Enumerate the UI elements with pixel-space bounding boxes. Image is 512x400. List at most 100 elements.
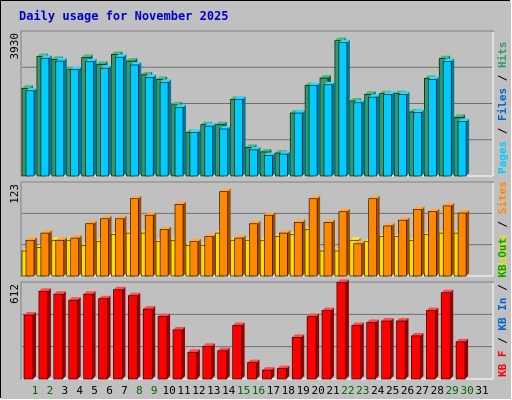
bar-sites-day-9 (144, 212, 157, 277)
bar-side (78, 235, 82, 276)
day-label-29: 29 (446, 384, 459, 397)
bar-side (227, 125, 231, 176)
bar-side (183, 104, 186, 176)
bar-side (168, 79, 172, 176)
bar-side (212, 233, 216, 276)
day-label-30: 30 (460, 384, 473, 397)
bar-top (215, 121, 227, 125)
bar-front (396, 320, 406, 380)
bar-front (427, 211, 437, 277)
bar-top (171, 101, 182, 105)
bar-side (331, 307, 334, 379)
bar-front (293, 222, 303, 277)
bar-side (421, 109, 425, 176)
bar-front (455, 341, 466, 380)
bar-top (83, 291, 96, 295)
bar-top (234, 96, 246, 100)
bar-sites-day-24 (368, 195, 380, 277)
day-label-17: 17 (267, 384, 280, 397)
bar-side (286, 365, 290, 379)
bar-front (276, 368, 287, 380)
chart-panels: 3930 Pages / Files / Hits 123 Visits / Site… (8, 30, 509, 380)
bar-kb-f-day-20 (306, 313, 320, 380)
day-label-3: 3 (61, 384, 68, 397)
bar-front (130, 198, 139, 277)
bar-side (301, 334, 305, 379)
day-label-13: 13 (207, 384, 220, 397)
bar-files-day-4 (70, 66, 82, 177)
day-label-26: 26 (401, 384, 414, 397)
bar-side (122, 286, 126, 379)
bar-front (368, 96, 378, 177)
bar-top (128, 292, 141, 296)
bar-files-day-29 (442, 58, 455, 177)
bar-kb-f-day-1 (23, 312, 36, 380)
bar-top (26, 237, 37, 241)
bar-front (264, 155, 273, 177)
day-label-7: 7 (121, 384, 128, 397)
bar-top (428, 76, 440, 80)
bar-sites-day-6 (100, 215, 112, 277)
bar-files-day-22 (338, 39, 350, 177)
bar-sites-day-20 (308, 195, 321, 277)
bar-kb-f-day-17 (262, 367, 275, 380)
bar-top (126, 58, 138, 62)
bar-side (332, 81, 335, 176)
day-label-1: 1 (32, 384, 39, 397)
bar-top (338, 208, 350, 212)
bar-front (411, 335, 421, 380)
day-label-27: 27 (416, 384, 429, 397)
bar-front (249, 149, 258, 177)
bar-top (247, 359, 260, 363)
bar-top (187, 349, 200, 353)
bar-kb-f-day-6 (98, 295, 111, 380)
bar-sites-day-30 (457, 210, 470, 277)
bar-top (413, 109, 425, 113)
bar-kb-f-day-4 (68, 297, 81, 380)
bar-front (247, 362, 257, 380)
bar-side (272, 152, 276, 176)
day-label-4: 4 (76, 384, 83, 397)
side-legend-part: Files (496, 88, 509, 121)
bar-side (78, 66, 82, 176)
bar-top (249, 146, 261, 150)
bar-side (346, 208, 350, 276)
bar-front (440, 292, 451, 380)
bar-front (70, 69, 79, 177)
bar-side (361, 240, 365, 276)
day-label-18: 18 (282, 384, 295, 397)
bar-top (309, 82, 321, 86)
bar-files-day-6 (100, 65, 112, 177)
bar-front (264, 214, 273, 277)
bar-front (338, 42, 348, 177)
bar-top (130, 195, 142, 199)
bar-side (376, 94, 380, 176)
bar-top (413, 206, 425, 210)
bar-front (115, 56, 124, 177)
bar-kb-f-day-3 (53, 291, 66, 380)
bar-front (55, 60, 65, 177)
bar-front (425, 310, 436, 380)
bar-side (287, 151, 291, 176)
day-label-25: 25 (386, 384, 399, 397)
bar-side (108, 215, 112, 276)
side-legend-part: / (496, 214, 509, 234)
bar-side (183, 201, 186, 276)
side-legend: KB F / KB In / KB Out (496, 238, 509, 377)
bar-side (436, 76, 440, 176)
side-legend-part: / (496, 121, 509, 141)
bar-kb-f-day-5 (83, 291, 96, 380)
bar-side (332, 219, 335, 276)
bar-side (48, 230, 52, 276)
bar-top (294, 110, 306, 114)
bar-top (324, 219, 335, 223)
bar-top (38, 288, 51, 292)
bar-front (142, 308, 153, 380)
bar-top (234, 235, 246, 239)
bar-front (321, 310, 332, 380)
bar-top (456, 338, 469, 342)
bar-side (196, 349, 200, 379)
bar-front (38, 290, 49, 380)
bar-top (322, 307, 334, 311)
bar-sites-day-12 (189, 238, 201, 277)
